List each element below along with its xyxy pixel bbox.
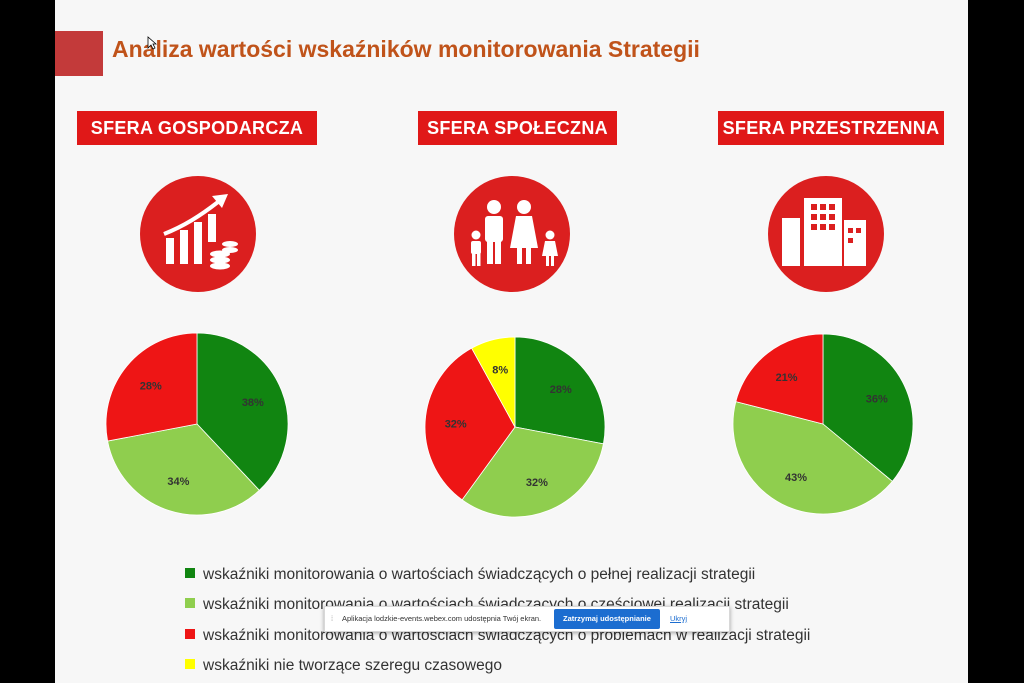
legend-swatch [185,659,195,669]
legend-label: wskaźniki monitorowania o wartościach św… [203,566,756,583]
stop-sharing-button[interactable]: Zatrzymaj udostępnianie [554,609,660,629]
mouse-cursor-icon [147,36,157,50]
pie-slice-label: 28% [550,384,572,396]
legend-swatch [185,598,195,608]
pie-chart-spatial: 36% 43% 21% [732,333,914,515]
screen-share-notification-bar: ⁞ Aplikacja lodzkie-events.webex.com udo… [324,606,730,632]
legend-swatch [185,629,195,639]
hide-link[interactable]: Ukryj [670,614,688,623]
drag-handle-icon[interactable]: ⁞ [331,614,334,623]
legend-item: wskaźniki monitorowania o wartościach św… [185,566,755,588]
legend-label: wskaźniki nie tworzące szeregu czasowego [203,657,502,674]
sphere-label-social: SFERA SPOŁECZNA [418,111,617,145]
pie-slice [471,336,516,428]
pie-slice [461,426,604,518]
pie-chart-social: 28% 32% 32% 8% [424,336,606,518]
pie-slice [424,347,516,501]
legend-item: wskaźniki nie tworzące szeregu czasowego [185,657,502,679]
pie-slice-label: 8% [492,364,508,376]
pie-slice [732,401,893,515]
pie-slice-label: 21% [776,372,798,384]
pie-slice [107,423,260,516]
pie-slice [822,333,914,482]
pie-slice-label: 36% [866,394,888,406]
pie-slice [196,332,289,491]
pie-slice [105,332,198,442]
title-accent-block [55,31,103,76]
share-message: Aplikacja lodzkie-events.webex.com udost… [342,614,542,623]
sphere-label-economic: SFERA GOSPODARCZA [77,111,317,145]
pie-slice-label: 28% [140,381,162,393]
pie-slice-label: 38% [242,397,264,409]
presentation-slide: Analiza wartości wskaźników monitorowani… [55,0,968,683]
family-icon [454,176,570,292]
pie-slice [735,333,824,425]
growth-chart-icon [140,176,256,292]
pie-slice [514,336,606,445]
legend-swatch [185,568,195,578]
pie-slice-label: 32% [445,418,467,430]
pie-chart-economic: 38% 34% 28% [105,332,289,516]
slide-title: Analiza wartości wskaźników monitorowani… [112,36,700,62]
sphere-label-spatial: SFERA PRZESTRZENNA [718,111,944,145]
pie-slice-label: 32% [526,477,548,489]
building-icon [768,176,884,292]
pie-slice-label: 43% [785,472,807,484]
pie-slice-label: 34% [167,476,189,488]
